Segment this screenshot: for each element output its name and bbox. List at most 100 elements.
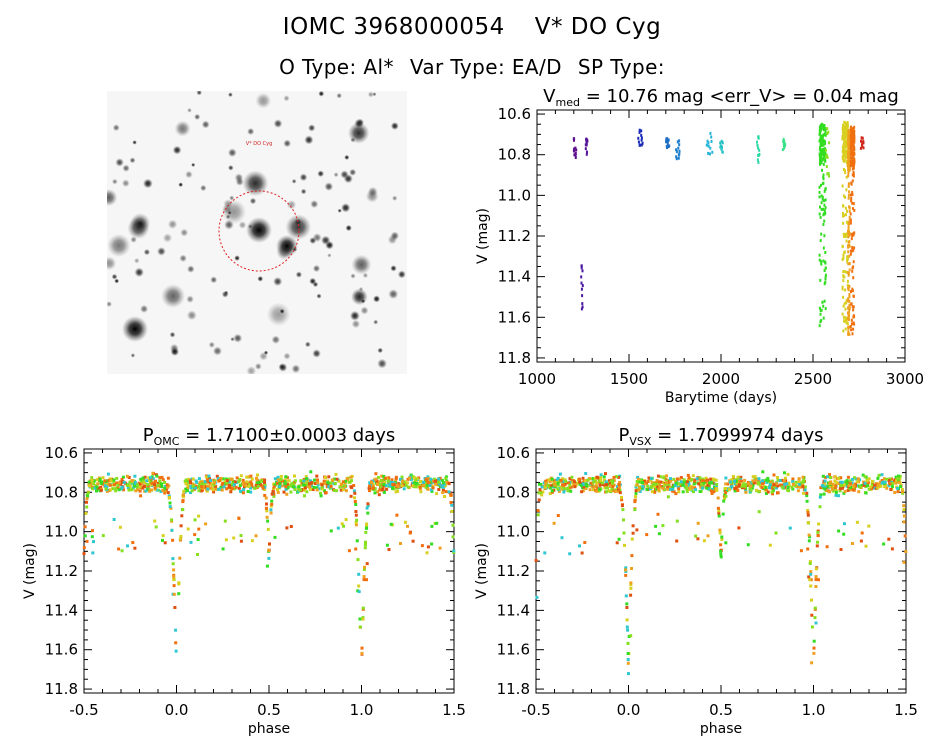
data-point: [254, 534, 258, 538]
data-point: [822, 148, 825, 152]
data-point: [700, 479, 704, 483]
data-point: [816, 534, 820, 538]
star: [186, 310, 197, 321]
data-point: [757, 160, 760, 164]
data-point: [757, 490, 761, 494]
data-point: [768, 543, 772, 547]
data-point: [675, 155, 678, 159]
data-point: [782, 479, 786, 483]
title-subscript: med: [556, 96, 580, 109]
data-point: [315, 486, 319, 490]
data-point: [218, 479, 221, 482]
data-point: [791, 487, 795, 491]
data-point: [824, 266, 827, 270]
data-point: [823, 199, 825, 203]
y-tick-label: 11.6: [45, 641, 78, 659]
star: [362, 272, 369, 279]
star: [107, 189, 118, 207]
data-point: [724, 494, 728, 498]
data-point: [825, 155, 827, 159]
data-points: [82, 470, 456, 656]
data-point: [340, 522, 344, 526]
data-point: [406, 485, 410, 489]
x-tick-label: 1.0: [802, 701, 826, 719]
star: [194, 113, 201, 120]
star: [111, 178, 118, 185]
data-point: [130, 488, 134, 492]
data-point: [611, 481, 615, 485]
data-point: [556, 476, 560, 480]
data-point: [426, 481, 430, 485]
data-point: [678, 482, 682, 486]
data-point: [720, 140, 723, 144]
y-tick-label: 10.8: [45, 483, 78, 501]
data-point: [443, 495, 447, 498]
star: [130, 213, 151, 234]
data-point: [678, 149, 681, 153]
data-point: [154, 484, 158, 488]
data-point: [867, 477, 871, 481]
data-point: [638, 128, 641, 132]
data-point: [834, 490, 838, 494]
star: [229, 195, 235, 201]
data-point: [441, 488, 445, 492]
data-point: [705, 486, 709, 490]
data-point: [823, 149, 826, 152]
data-point: [223, 519, 227, 523]
data-point: [841, 285, 844, 289]
data-point: [647, 476, 651, 480]
data-point: [636, 475, 640, 479]
data-point: [225, 481, 229, 484]
data-point: [871, 482, 875, 485]
data-point: [608, 484, 612, 488]
data-point: [329, 481, 333, 485]
star: [115, 158, 124, 167]
data-point: [620, 504, 624, 508]
title-symbol: P: [619, 425, 630, 446]
data-point: [622, 518, 625, 522]
data-point: [850, 328, 853, 332]
data-point: [863, 481, 867, 485]
data-point: [819, 145, 822, 149]
data-point: [767, 479, 771, 483]
data-point: [847, 193, 850, 197]
y-tick-label: 11.4: [498, 268, 531, 286]
data-point: [635, 483, 639, 487]
data-point: [899, 485, 903, 488]
data-point: [656, 482, 660, 486]
data-point: [326, 482, 329, 486]
data-point: [382, 482, 386, 486]
data-point: [847, 162, 850, 166]
data-point: [842, 214, 845, 218]
data-point: [99, 488, 103, 492]
data-point: [627, 672, 630, 676]
data-point: [782, 137, 785, 141]
data-point: [820, 158, 823, 162]
data-point: [684, 483, 688, 486]
data-point: [749, 488, 753, 492]
data-point: [244, 483, 247, 487]
data-point: [560, 536, 564, 540]
data-point: [765, 480, 769, 484]
data-point: [860, 143, 863, 147]
data-point: [801, 475, 805, 479]
data-point: [750, 486, 754, 490]
data-point: [188, 479, 192, 483]
data-point: [574, 156, 577, 159]
data-point: [846, 482, 849, 486]
data-point: [172, 568, 176, 572]
data-point: [887, 537, 891, 541]
data-point: [776, 491, 780, 495]
data-point: [776, 476, 779, 479]
data-point: [94, 483, 98, 487]
data-point: [850, 232, 853, 236]
x-tick-label: 2500: [794, 370, 832, 388]
data-point: [629, 586, 633, 590]
data-point: [756, 158, 759, 162]
data-point: [820, 128, 822, 132]
y-tick-label: 11.2: [497, 562, 530, 580]
data-point: [179, 524, 183, 528]
target-aperture-circle: [218, 190, 300, 272]
data-point: [898, 477, 902, 481]
data-point: [842, 295, 845, 299]
